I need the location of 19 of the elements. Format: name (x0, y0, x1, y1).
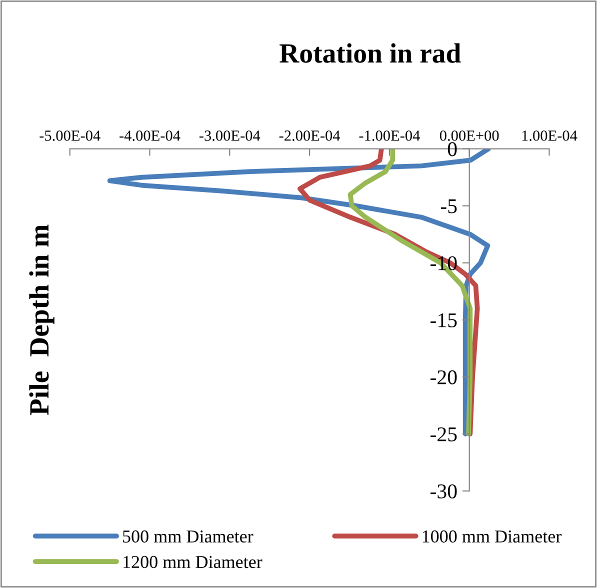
x-tick-label: -1.00E-04 (359, 130, 420, 141)
legend-label: 1200 mm Diameter (124, 556, 262, 568)
chart-title: Rotation in rad (280, 43, 461, 63)
legend-label: 1000 mm Diameter (422, 530, 562, 543)
legend-label: 500 mm Diameter (123, 530, 254, 543)
x-tick-label: -2.00E-04 (279, 130, 340, 141)
y-axis-title: Pile Depth in m (29, 224, 54, 416)
x-tick-label: 1.00E-04 (522, 130, 578, 141)
x-tick-label: 0.00E+00 (440, 130, 499, 141)
y-tick-label: -25 (430, 427, 457, 442)
x-tick-label: -4.00E-04 (120, 130, 180, 141)
y-tick-label: -5 (440, 199, 457, 214)
y-tick-label: 0 (448, 142, 457, 156)
y-tick-label: -20 (430, 370, 457, 384)
y-tick-label: -30 (430, 484, 457, 498)
y-tick-label: -15 (430, 313, 457, 328)
y-tick-label: -10 (430, 256, 457, 270)
x-tick-label: -3.00E-04 (199, 130, 260, 141)
x-tick-label: -5.00E-04 (40, 130, 100, 141)
